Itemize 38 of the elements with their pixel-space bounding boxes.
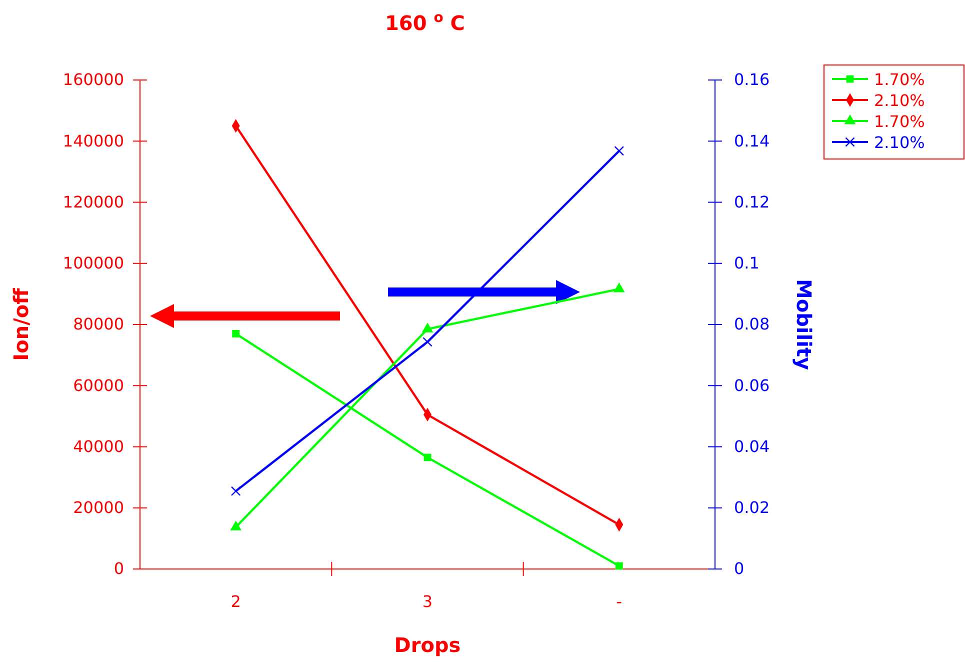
y-tick-label: 60000	[73, 376, 124, 395]
y-tick-label: 120000	[62, 192, 124, 212]
legend-label: 2.10%	[874, 91, 925, 110]
legend-label: 2.10%	[874, 133, 925, 152]
legend-label: 1.70%	[874, 70, 925, 89]
y-tick-label: 0	[114, 559, 124, 578]
x-tick-label: 3	[422, 592, 433, 612]
y2-tick-label: 0.08	[734, 314, 770, 334]
y2-tick-label: 0.1	[734, 253, 760, 272]
y2-tick-label: 0.12	[734, 192, 770, 212]
y2-tick-label: 0.02	[734, 498, 770, 517]
y-tick-label: 20000	[73, 498, 124, 517]
y-tick-label: 160000	[62, 70, 124, 90]
y2-tick-label: 0.06	[734, 376, 770, 395]
y2-axis-title: Mobility	[792, 278, 816, 370]
y-tick-label: 100000	[62, 253, 124, 272]
point	[232, 330, 240, 338]
y2-tick-label: 0.14	[734, 131, 770, 150]
point	[614, 282, 625, 292]
y-tick-label: 140000	[62, 131, 124, 150]
point	[424, 454, 432, 462]
point	[422, 337, 432, 347]
y2-tick-label: 0.16	[734, 70, 770, 90]
x-tick-label: -	[616, 592, 622, 612]
y-tick-label: 80000	[73, 314, 124, 334]
x-tick-label: 2	[230, 592, 241, 612]
point	[614, 146, 624, 156]
point	[422, 322, 434, 332]
y2-tick-label: 0	[734, 559, 744, 578]
y2-tick-label: 0.04	[734, 436, 770, 456]
y-tick-label: 40000	[73, 436, 124, 456]
point	[615, 562, 623, 570]
x-axis-title: Drops	[394, 633, 461, 657]
point	[230, 486, 241, 496]
y-axis-title: Ion/off	[9, 287, 33, 361]
point	[230, 520, 242, 530]
legend-label: 1.70%	[874, 112, 925, 131]
chart-title: 160 $^{o}$ C	[385, 10, 465, 35]
